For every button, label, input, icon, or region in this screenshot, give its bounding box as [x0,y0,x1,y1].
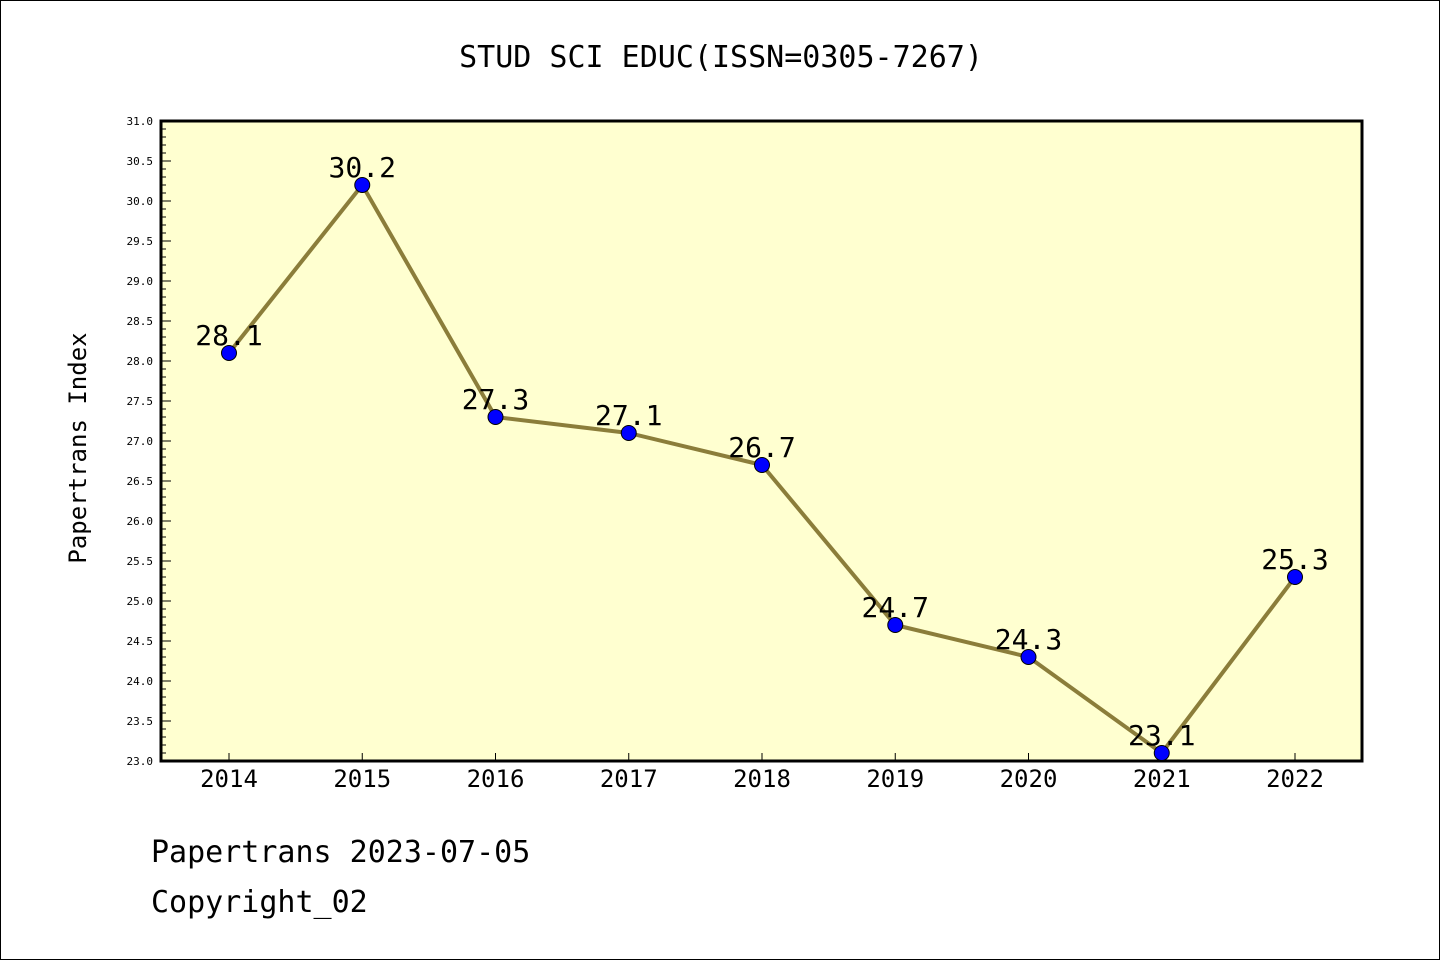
y-tick-label: 24.5 [127,635,154,648]
data-point [1287,569,1303,585]
y-tick-label: 23.5 [127,715,154,728]
data-point [1020,649,1037,665]
y-tick-label: 27.0 [127,435,154,448]
y-tick-label: 23.0 [127,755,154,768]
chart-title: STUD SCI EDUC(ISSN=0305-7267) [459,40,983,75]
y-tick-label: 26.0 [127,515,154,528]
x-tick-label: 2021 [1133,765,1191,793]
y-tick-label: 27.5 [127,395,154,408]
series-group: 28.1 30.2 27.3 27.1 26.7 24.7 24.3 23.1 25.3 [195,151,1329,761]
x-tick-label: 2019 [866,765,924,793]
y-tick-label: 25.0 [127,595,154,608]
y-tick-label: 28.5 [127,315,154,328]
data-point [487,409,504,425]
y-tick-label: 26.5 [127,475,154,488]
x-tick-label: 2014 [200,765,258,793]
y-tick-label: 25.5 [127,555,154,568]
data-point [887,617,904,633]
x-tick-label: 2016 [467,765,525,793]
data-point [354,177,371,193]
data-label: 26.7 [728,431,795,464]
data-label: 27.1 [595,399,662,432]
plot-area [159,119,1364,763]
y-tick-label: 31.0 [127,115,154,128]
footer-copyright: Copyright_02 [151,885,368,920]
x-tick-label: 2020 [1000,765,1058,793]
data-point [221,345,237,361]
y-axis: 23.0 23.5 24.0 24.5 25.0 25.5 26.0 26.5 27.0 27.5… [127,115,171,768]
data-point [620,425,637,441]
y-tick-label: 24.0 [127,675,154,688]
data-label: 25.3 [1261,543,1328,576]
y-tick-label: 29.0 [127,275,154,288]
y-axis-label: Papertrans Index [64,332,92,563]
data-label: 24.7 [862,591,929,624]
footer-date: Papertrans 2023-07-05 [151,835,531,870]
y-tick-label: 28.0 [127,355,154,368]
y-tick-label: 30.5 [127,155,154,168]
data-label: 28.1 [195,319,262,352]
x-axis: 2014 2015 2016 2017 2018 2019 2020 2021 2022 [200,753,1324,793]
data-point [1153,745,1170,761]
data-label: 27.3 [462,383,529,416]
x-tick-label: 2018 [733,765,791,793]
data-point [754,457,770,473]
data-label: 24.3 [995,623,1062,656]
x-tick-label: 2017 [600,765,658,793]
y-tick-label: 30.0 [127,195,154,208]
x-tick-label: 2022 [1266,765,1324,793]
data-label: 23.1 [1128,719,1195,752]
data-label: 30.2 [329,151,396,184]
x-tick-label: 2015 [333,765,391,793]
y-tick-label: 29.5 [127,235,154,248]
